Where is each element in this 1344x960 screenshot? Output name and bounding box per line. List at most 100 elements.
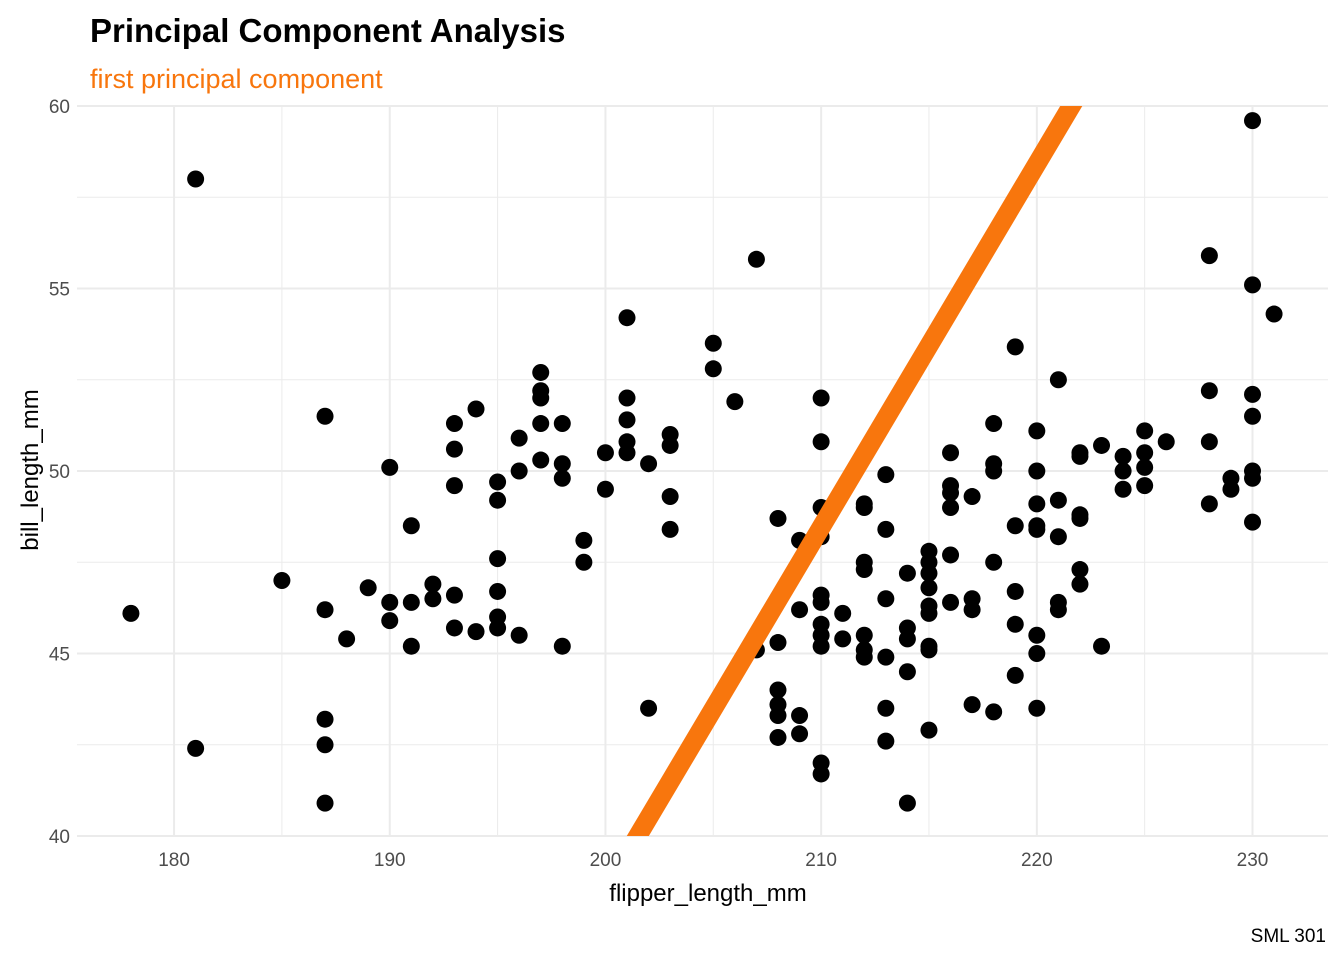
data-point — [1114, 480, 1132, 498]
data-point — [553, 469, 571, 487]
data-point — [381, 458, 399, 476]
data-point — [1028, 495, 1046, 513]
data-point — [963, 696, 981, 714]
data-point — [1136, 444, 1154, 462]
data-point — [747, 250, 765, 268]
data-point — [898, 630, 916, 648]
data-point — [898, 794, 916, 812]
chart-caption: SML 301 — [1251, 926, 1326, 947]
data-point — [575, 553, 593, 571]
data-point — [510, 626, 528, 644]
data-point — [1028, 462, 1046, 480]
data-point — [1244, 385, 1262, 403]
data-point — [640, 455, 658, 473]
data-point — [316, 710, 334, 728]
data-point — [769, 634, 787, 652]
data-point — [273, 572, 291, 589]
data-point — [1244, 469, 1262, 487]
data-point — [877, 520, 895, 538]
data-point — [424, 590, 442, 608]
data-point — [920, 641, 938, 659]
data-point — [1136, 422, 1154, 440]
data-point — [596, 444, 614, 462]
data-point — [187, 170, 205, 188]
data-point — [618, 309, 636, 327]
data-point — [489, 491, 507, 509]
data-point — [1049, 491, 1067, 509]
data-point — [985, 553, 1003, 571]
data-point — [769, 728, 787, 746]
data-point — [877, 732, 895, 750]
data-point — [898, 663, 916, 681]
data-point — [1006, 666, 1024, 684]
data-point — [855, 626, 873, 644]
data-point — [963, 601, 981, 619]
data-point — [877, 466, 895, 484]
data-point — [510, 462, 528, 480]
data-point — [704, 334, 722, 352]
data-point — [1049, 601, 1067, 619]
data-point — [122, 604, 140, 622]
data-point — [1265, 305, 1283, 323]
data-point — [791, 707, 809, 725]
data-point — [769, 707, 787, 725]
data-point — [855, 561, 873, 579]
data-point — [1049, 528, 1067, 546]
data-point — [1136, 458, 1154, 476]
data-point — [963, 488, 981, 506]
x-tick-label: 200 — [590, 850, 622, 871]
data-point — [445, 619, 463, 637]
data-point — [596, 480, 614, 498]
data-point — [338, 630, 356, 648]
data-point — [618, 389, 636, 407]
data-point — [381, 593, 399, 611]
y-tick-label: 40 — [49, 827, 70, 848]
data-point — [1093, 637, 1111, 655]
data-point — [726, 393, 744, 411]
x-axis-title: flipper_length_mm — [609, 880, 806, 907]
data-point — [316, 407, 334, 425]
data-point — [618, 411, 636, 429]
data-point — [812, 433, 830, 451]
data-point — [834, 630, 852, 648]
data-point — [1071, 575, 1089, 593]
data-point — [467, 623, 485, 641]
data-point — [985, 462, 1003, 480]
data-point — [1071, 509, 1089, 527]
data-point — [920, 604, 938, 622]
data-point — [553, 455, 571, 473]
data-point — [661, 520, 679, 538]
data-point — [920, 721, 938, 739]
data-point — [489, 550, 507, 568]
data-point — [316, 736, 334, 754]
scatter-points — [122, 112, 1283, 812]
data-point — [1244, 112, 1262, 130]
data-point — [1028, 422, 1046, 440]
data-point — [618, 444, 636, 462]
data-point — [553, 637, 571, 655]
chart-title: Principal Component Analysis — [90, 12, 566, 49]
data-point — [920, 579, 938, 597]
data-point — [985, 703, 1003, 721]
data-point — [1028, 699, 1046, 717]
data-point — [381, 612, 399, 630]
data-point — [316, 601, 334, 619]
data-point — [834, 604, 852, 622]
y-tick-label: 55 — [49, 280, 70, 301]
data-point — [942, 484, 960, 502]
data-point — [575, 531, 593, 549]
data-point — [532, 389, 550, 407]
data-point — [402, 637, 420, 655]
data-point — [812, 593, 830, 611]
x-tick-label: 210 — [805, 850, 837, 871]
data-point — [661, 488, 679, 506]
data-point — [1006, 517, 1024, 535]
data-point — [402, 517, 420, 535]
data-point — [769, 509, 787, 527]
y-axis-ticks: 40 45 50 55 60 — [49, 97, 70, 848]
data-point — [532, 415, 550, 433]
data-point — [812, 389, 830, 407]
data-point — [791, 601, 809, 619]
data-point — [489, 473, 507, 491]
